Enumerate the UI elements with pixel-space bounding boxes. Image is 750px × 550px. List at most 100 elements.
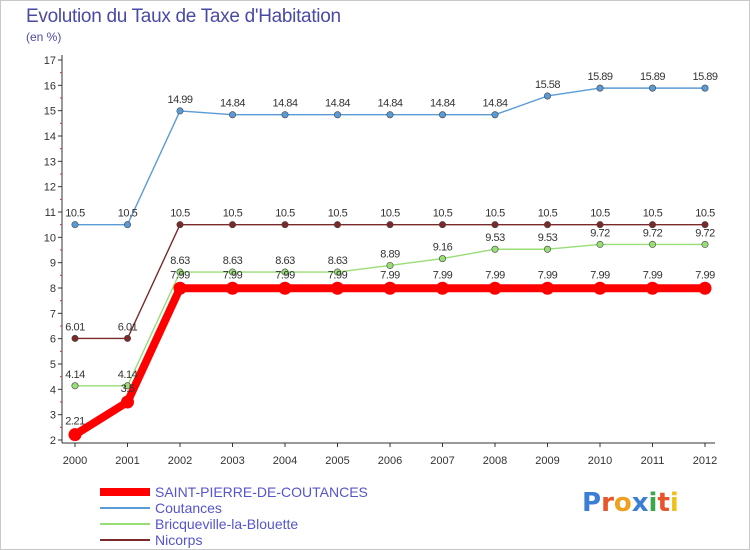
y-tick-label: 6 [50, 334, 56, 346]
data-point [491, 245, 499, 253]
data-point [438, 221, 446, 229]
legend-label: Coutances [155, 500, 222, 516]
data-point [383, 281, 397, 295]
data-label: 14.99 [167, 94, 192, 106]
data-point [278, 281, 292, 295]
data-point [229, 221, 237, 229]
data-label: 10.5 [538, 208, 558, 220]
data-point [333, 221, 341, 229]
data-label: 15.89 [640, 71, 665, 83]
line-chart: 2 3 4 5 6 7 8 9 10 11 12 13 14 15 16 17 2000 2001 2002 2003… [44, 55, 718, 467]
data-point [596, 84, 604, 92]
data-point [436, 281, 449, 295]
data-point [648, 240, 656, 248]
data-label: 15.58 [535, 79, 560, 91]
data-point [124, 382, 132, 390]
data-label: 8.63 [170, 255, 190, 267]
legend-swatch [100, 523, 150, 525]
x-tick-label: 2001 [115, 455, 139, 467]
y-tick-label: 9 [50, 258, 56, 270]
x-tick-label: 2012 [693, 455, 717, 467]
data-point [646, 281, 659, 295]
data-label: 7.99 [275, 269, 295, 281]
data-point [173, 281, 187, 295]
legend-label: Bricqueville-la-Blouette [155, 516, 299, 532]
data-label: 9.72 [643, 227, 663, 239]
chart-data-labels: 6.01 6.01 10.5 10.5 10.5 10.5 10.5 10.5 10.5 10.5… [65, 71, 718, 428]
data-label: 14.84 [272, 98, 297, 110]
data-label: 3.5 [121, 383, 135, 395]
legend-label: SAINT-PIERRE-DE-COUTANCES [155, 484, 368, 500]
y-tick-label: 11 [45, 207, 56, 219]
data-label: 10.5 [170, 208, 190, 220]
data-label: 14.84 [482, 98, 507, 110]
data-label: 8.89 [380, 248, 400, 260]
x-tick-label: 2002 [168, 455, 192, 467]
data-point [488, 281, 502, 295]
data-point [543, 92, 551, 100]
data-label: 8.63 [223, 255, 243, 267]
data-label: 10.5 [695, 208, 715, 220]
data-label: 10.5 [433, 208, 453, 220]
data-point [438, 111, 446, 119]
data-label: 7.99 [643, 269, 663, 281]
data-point [698, 281, 712, 295]
data-label: 14.84 [325, 98, 350, 110]
y-tick-label: 2 [50, 435, 56, 447]
data-label: 10.5 [380, 208, 400, 220]
data-label: 10.5 [328, 208, 348, 220]
data-point [701, 84, 709, 92]
data-label: 9.72 [695, 227, 715, 239]
data-label: 14.84 [220, 98, 245, 110]
y-tick-label: 14 [44, 131, 56, 143]
data-label: 7.99 [590, 269, 610, 281]
data-label: 7.99 [433, 269, 453, 281]
data-label: 7.99 [695, 269, 715, 281]
data-point [491, 111, 499, 119]
data-label: 7.99 [485, 269, 505, 281]
logo-letter: o [613, 488, 632, 518]
logo-letter: r [601, 488, 614, 518]
data-point [543, 245, 551, 253]
chart-points [68, 84, 712, 442]
y-tick-label: 16 [44, 80, 56, 92]
data-point [333, 111, 341, 119]
series-line [71, 284, 709, 439]
legend-swatch [100, 488, 150, 496]
x-tick-label: 2007 [430, 455, 454, 467]
data-label: 10.5 [485, 208, 505, 220]
data-label: 4.14 [118, 369, 138, 381]
data-label: 14.84 [377, 98, 402, 110]
data-label: 10.5 [590, 208, 610, 220]
logo-letter: i [669, 488, 679, 518]
data-point [543, 221, 551, 229]
data-point [701, 221, 709, 229]
data-point [176, 221, 184, 229]
x-tick-label: 2008 [483, 455, 507, 467]
x-tick-label: 2005 [325, 455, 349, 467]
data-point [648, 221, 656, 229]
data-label: 10.5 [643, 208, 663, 220]
logo-letter: x [631, 488, 649, 518]
data-point [701, 240, 709, 248]
data-point [71, 334, 79, 342]
data-point [124, 334, 132, 342]
data-point [438, 255, 446, 263]
y-tick-label: 7 [50, 308, 56, 320]
data-point [71, 382, 79, 390]
y-tick-label: 4 [50, 384, 56, 396]
y-tick-label: 3 [50, 410, 56, 422]
data-point [281, 268, 289, 276]
data-point [596, 240, 604, 248]
data-point [331, 281, 344, 295]
y-tick-label: 13 [44, 156, 56, 168]
data-label: 9.72 [590, 227, 610, 239]
data-point [386, 261, 394, 269]
chart-title: Evolution du Taux de Taxe d'Habitation [26, 6, 341, 27]
data-label: 7.99 [328, 269, 348, 281]
data-label: 6.01 [118, 321, 138, 333]
x-tick-label: 2003 [220, 455, 244, 467]
data-label: 15.89 [692, 71, 717, 83]
data-label: 9.53 [538, 232, 558, 244]
